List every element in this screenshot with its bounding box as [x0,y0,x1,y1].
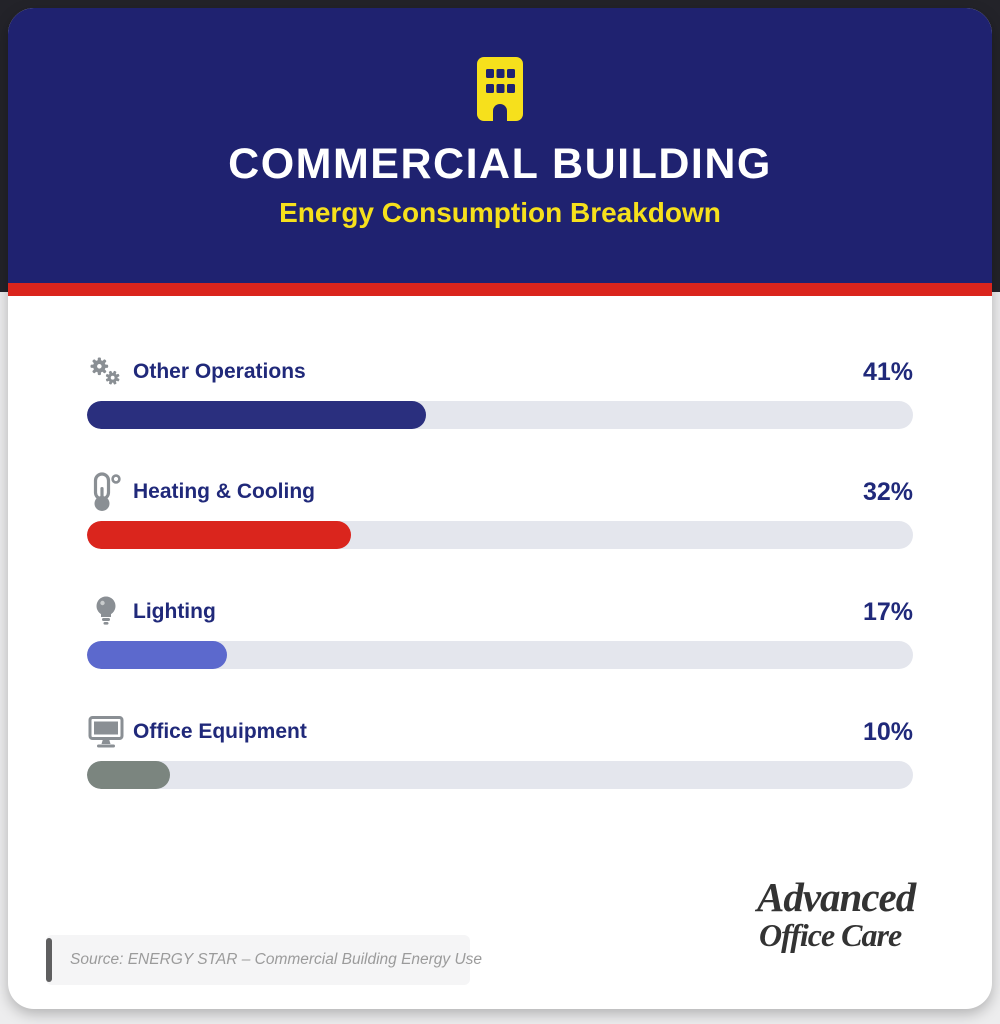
bar-row: Other Operations 41% [87,356,913,429]
company-logo: Advanced Office Care [757,874,957,983]
bar-row: Heating & Cooling 32% [87,472,913,549]
bar-label: Other Operations [133,360,306,383]
source-text: Source: ENERGY STAR – Commercial Buildin… [70,951,483,968]
source-box: Source: ENERGY STAR – Commercial Buildin… [46,935,482,985]
building-icon [476,56,524,127]
monitor-icon [87,715,125,749]
bars: Other Operations 41% Heating & Cooling 3… [8,296,992,789]
source-accent-bar [46,938,52,982]
bar-label: Office Equipment [133,720,307,743]
logo-square-tall [903,892,947,980]
bar-track [87,761,913,789]
infographic-card: COMMERCIAL BUILDING Energy Consumption B… [8,8,992,1009]
bar-value: 41% [862,357,913,386]
bar-track [87,401,913,429]
header: COMMERCIAL BUILDING Energy Consumption B… [8,8,992,283]
bar-value: 17% [862,597,913,626]
bar-fill [87,641,228,669]
bar-track [87,641,913,669]
logo-text-line2: Office Care [759,917,902,953]
page-title: COMMERCIAL BUILDING [228,140,772,188]
thermometer-icon [87,472,125,512]
bar-row: Office Equipment 10% [87,716,913,789]
bar-fill [87,521,352,549]
bar-fill [87,761,170,789]
chart-body: Other Operations 41% Heating & Cooling 3… [8,296,992,1009]
red-divider [8,283,992,296]
logo-text-line1: Advanced [757,874,916,920]
logo-square-wide [757,959,880,980]
bar-label: Heating & Cooling [133,480,315,503]
bar-label: Lighting [133,600,216,623]
page-subtitle: Energy Consumption Breakdown [279,197,721,228]
gears-icon [87,354,125,390]
bar-track [87,521,913,549]
bar-fill [87,401,426,429]
bar-value: 32% [862,477,913,506]
lightbulb-icon [87,594,125,630]
bar-row: Lighting 17% [87,596,913,669]
bar-value: 10% [862,717,913,746]
